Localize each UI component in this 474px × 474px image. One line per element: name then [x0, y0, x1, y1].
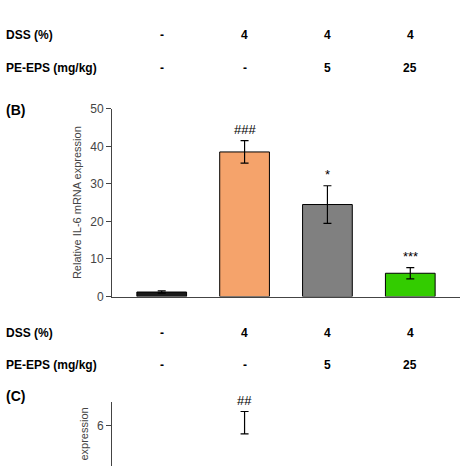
svg-text:-: - [243, 358, 247, 372]
svg-text:-: - [160, 61, 164, 75]
svg-text:20: 20 [90, 215, 104, 229]
svg-text:DSS (%): DSS (%) [6, 326, 53, 340]
svg-text:-: - [243, 61, 247, 75]
svg-text:4: 4 [324, 28, 331, 42]
svg-text:4: 4 [241, 28, 248, 42]
svg-text:###: ### [234, 122, 256, 137]
svg-text:PE-EPS (mg/kg): PE-EPS (mg/kg) [6, 61, 97, 75]
svg-text:4: 4 [324, 326, 331, 340]
svg-text:5: 5 [324, 358, 331, 372]
svg-text:DSS (%): DSS (%) [6, 28, 53, 42]
svg-text:##: ## [237, 393, 252, 408]
svg-text:(C): (C) [6, 388, 25, 404]
svg-text:Relative IL-6 mRNA expression: Relative IL-6 mRNA expression [71, 126, 83, 279]
svg-text:expression: expression [78, 407, 90, 460]
svg-text:6: 6 [97, 419, 104, 433]
svg-text:0: 0 [97, 290, 104, 304]
svg-text:-: - [160, 326, 164, 340]
svg-text:4: 4 [241, 326, 248, 340]
svg-text:PE-EPS (mg/kg): PE-EPS (mg/kg) [6, 358, 97, 372]
svg-text:*: * [325, 167, 330, 182]
svg-text:25: 25 [403, 358, 417, 372]
svg-text:50: 50 [90, 102, 104, 116]
svg-text:4: 4 [407, 326, 414, 340]
svg-text:-: - [160, 358, 164, 372]
svg-text:-: - [160, 28, 164, 42]
svg-text:(B): (B) [6, 102, 25, 118]
svg-text:***: *** [403, 249, 418, 264]
svg-text:25: 25 [403, 61, 417, 75]
svg-text:40: 40 [90, 140, 104, 154]
svg-text:30: 30 [90, 177, 104, 191]
svg-text:4: 4 [407, 28, 414, 42]
svg-text:5: 5 [324, 61, 331, 75]
svg-text:10: 10 [90, 252, 104, 266]
